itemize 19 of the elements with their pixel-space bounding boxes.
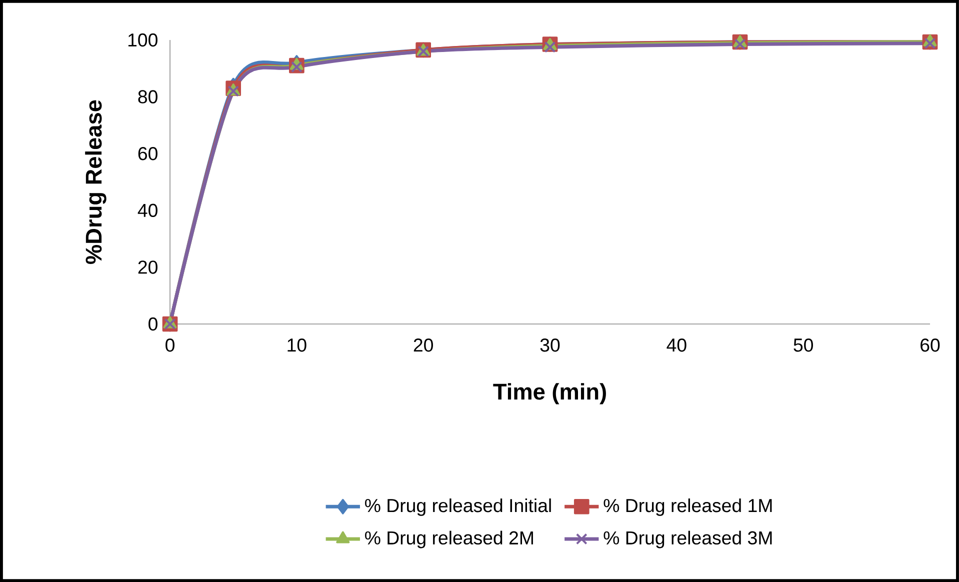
y-tick-label: 60 [138, 146, 158, 160]
y-tick-label: 80 [138, 90, 158, 104]
x-tick-label: 10 [288, 338, 306, 352]
x-tick-label: 40 [666, 338, 686, 352]
x-tick-label: 30 [540, 338, 560, 352]
x-tick-label: 50 [794, 338, 813, 352]
y-tick-label: 40 [138, 204, 158, 218]
legend-label: % Drug released 3M [604, 530, 772, 548]
x-axis-title: Time (min) [493, 383, 606, 404]
legend-label: % Drug released 2M [365, 530, 533, 548]
legend-label: % Drug released 1M [604, 498, 772, 516]
legend-label: % Drug released Initial [365, 498, 551, 516]
y-axis-title: %Drug Release [85, 100, 106, 264]
x-tick-label: 20 [414, 338, 433, 352]
y-tick-label: 0 [148, 317, 158, 331]
y-tick-label: 100 [128, 33, 158, 47]
x-tick-label: 0 [166, 338, 174, 352]
x-tick-label: 60 [920, 338, 940, 352]
y-tick-label: 20 [138, 260, 158, 274]
